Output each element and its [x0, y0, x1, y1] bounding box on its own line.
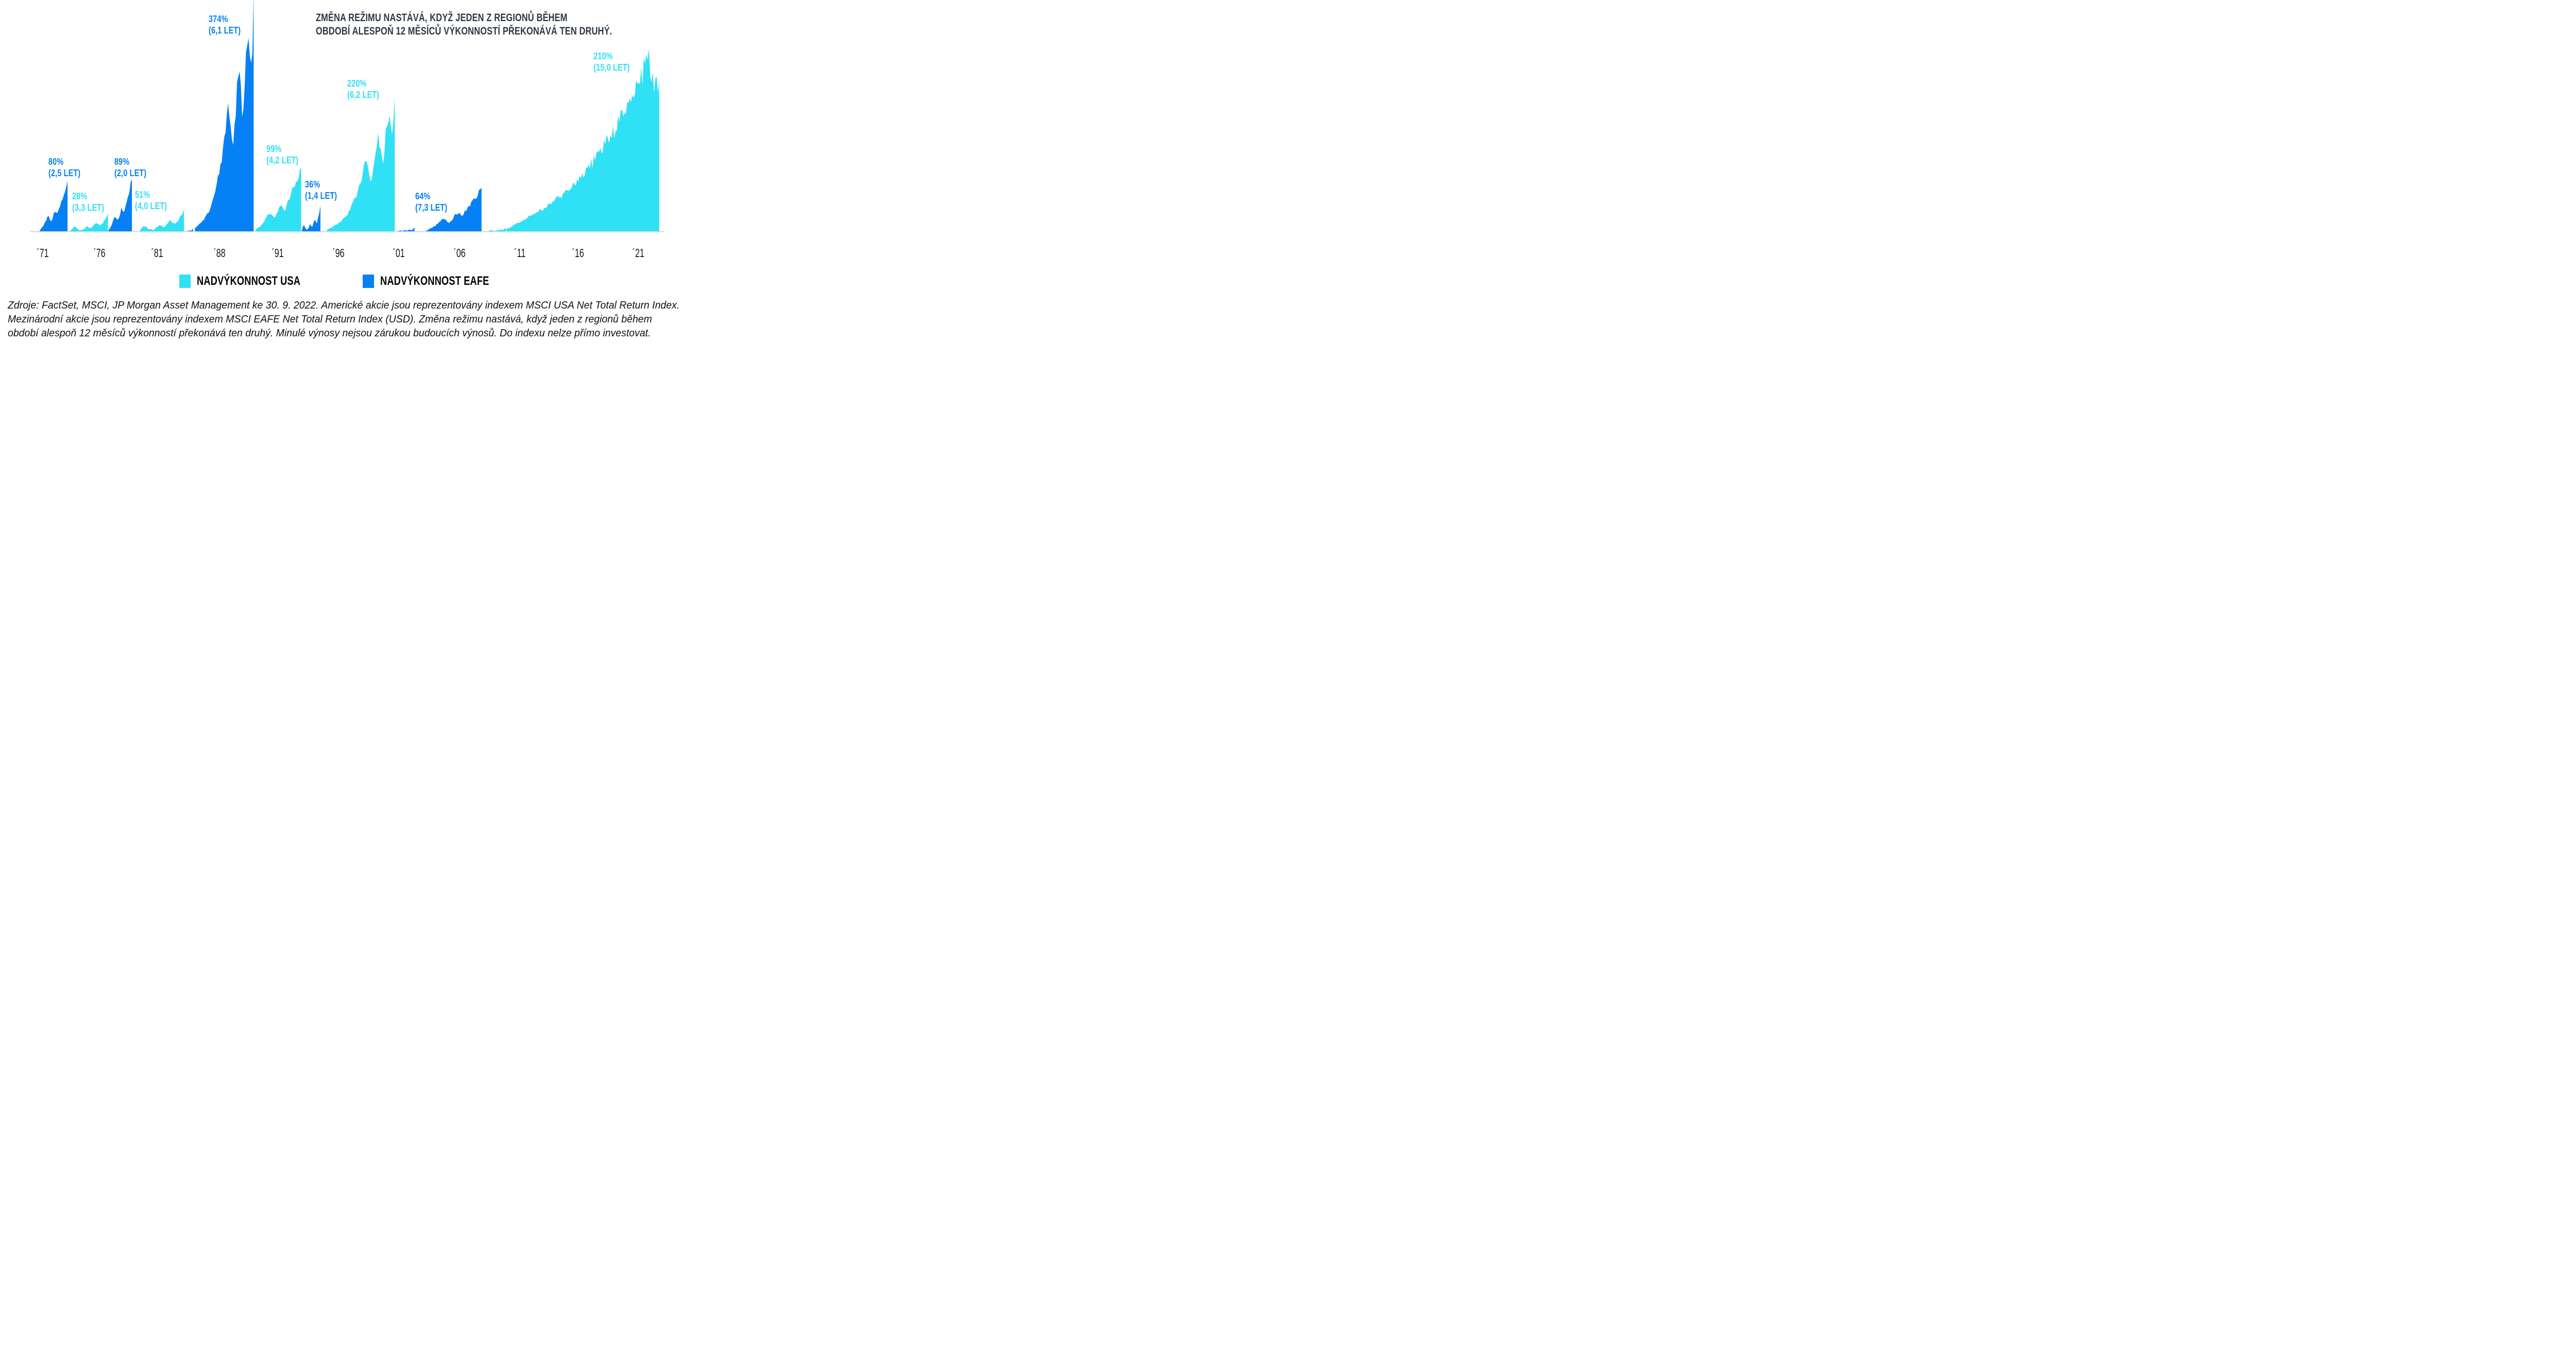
area-segment-eafe-minor	[397, 227, 415, 231]
annotation-percent: 374%	[209, 14, 228, 24]
segment-annotation-89pct: 89% (2,0 LET)	[114, 156, 146, 179]
x-axis-label-81: ´81	[151, 246, 163, 260]
legend-swatch-usa	[179, 275, 191, 288]
segment-annotation-64pct: 64% (7,3 LET)	[415, 191, 447, 213]
annotation-percent: 28%	[72, 191, 88, 201]
x-axis-label-91: ´91	[272, 246, 284, 260]
x-axis-label-11: ´11	[514, 246, 526, 260]
x-axis-label-21: ´21	[632, 246, 645, 260]
chart-title-line-2: OBDOBÍ ALESPOŇ 12 MĚSÍCŮ VÝKONNOSTÍ PŘEK…	[316, 25, 613, 37]
footnote-line-1: Zdroje: FactSet, MSCI, JP Morgan Asset M…	[8, 299, 680, 311]
annotation-percent: 64%	[415, 191, 431, 201]
chart-plot-area	[40, 0, 659, 231]
area-segment-usa-51pct	[140, 209, 184, 231]
legend-swatch-eafe	[363, 275, 375, 288]
annotation-percent: 36%	[305, 179, 320, 190]
area-segment-usa-210pct	[506, 48, 659, 231]
annotation-duration: (3,3 LET)	[72, 202, 105, 213]
annotation-duration: (4,2 LET)	[266, 155, 299, 165]
segment-annotation-210pct: 210% (15,0 LET)	[594, 50, 630, 73]
annotation-percent: 89%	[114, 157, 130, 167]
x-axis-label-01: ´01	[393, 246, 405, 260]
x-axis-label-96: ´96	[332, 246, 345, 260]
legend-item-eafe: NADVÝKONNOST EAFE	[363, 274, 523, 288]
source-footnote: Zdroje: FactSet, MSCI, JP Morgan Asset M…	[8, 298, 703, 340]
annotation-duration: (6,2 LET)	[347, 90, 380, 100]
x-axis-label-06: ´06	[453, 246, 466, 260]
annotation-percent: 220%	[347, 78, 367, 89]
annotation-duration: (6,1 LET)	[209, 25, 241, 36]
x-axis-label-71: ´71	[37, 246, 49, 260]
x-axis-label-76: ´76	[93, 246, 106, 260]
area-segment-eafe-36pct	[301, 206, 320, 231]
legend: NADVÝKONNOST USA NADVÝKONNOST EAFE	[0, 274, 703, 288]
area-segment-eafe-64pct	[426, 187, 482, 231]
legend-label-usa: NADVÝKONNOST USA	[196, 274, 300, 288]
annotation-duration: (4,0 LET)	[135, 201, 167, 211]
area-segment-usa-28pct	[70, 214, 108, 231]
annotation-percent: 99%	[266, 144, 282, 154]
segment-annotation-36pct: 36% (1,4 LET)	[305, 179, 337, 201]
annotation-duration: (2,5 LET)	[48, 168, 81, 178]
area-segment-eafe-80pct	[40, 181, 68, 231]
segment-annotation-374pct: 374% (6,1 LET)	[209, 13, 241, 36]
annotation-percent: 80%	[48, 157, 64, 167]
area-segment-eafe-89pct	[108, 179, 132, 231]
segment-annotation-51pct: 51% (4,0 LET)	[135, 189, 167, 212]
area-segment-eafe-374pct	[195, 0, 254, 231]
segment-annotation-80pct: 80% (2,5 LET)	[48, 156, 80, 179]
footnote-line-2: Mezinárodní akcie jsou reprezentovány in…	[8, 313, 652, 325]
annotation-duration: (2,0 LET)	[114, 168, 147, 178]
segment-annotation-28pct: 28% (3,3 LET)	[72, 191, 104, 213]
x-axis-baseline	[30, 231, 665, 232]
area-segment-usa-99pct	[256, 167, 301, 231]
annotation-duration: (7,3 LET)	[415, 202, 448, 213]
area-segment-eafe-minor	[187, 228, 193, 231]
area-segment-usa-minor	[488, 228, 506, 231]
annotation-percent: 210%	[594, 51, 613, 61]
area-segment-usa-220pct	[327, 96, 395, 231]
legend-label-eafe: NADVÝKONNOST EAFE	[380, 274, 489, 288]
chart-title-line-1: ZMĚNA REŽIMU NASTÁVÁ, KDYŽ JEDEN Z REGIO…	[316, 12, 568, 24]
annotation-percent: 51%	[135, 190, 150, 200]
annotation-duration: (15,0 LET)	[594, 62, 630, 73]
footnote-line-3: období alespoň 12 měsíců výkonností přek…	[8, 327, 651, 339]
chart-title: ZMĚNA REŽIMU NASTÁVÁ, KDYŽ JEDEN Z REGIO…	[316, 11, 696, 38]
x-axis-label-16: ´16	[572, 246, 584, 260]
segment-annotation-220pct: 220% (6,2 LET)	[347, 78, 379, 100]
legend-item-usa: NADVÝKONNOST USA	[179, 274, 333, 288]
annotation-duration: (1,4 LET)	[305, 191, 337, 201]
segment-annotation-99pct: 99% (4,2 LET)	[266, 143, 298, 166]
x-axis-label-88: ´88	[213, 246, 226, 260]
page-root: ZMĚNA REŽIMU NASTÁVÁ, KDYŽ JEDEN Z REGIO…	[0, 0, 703, 341]
